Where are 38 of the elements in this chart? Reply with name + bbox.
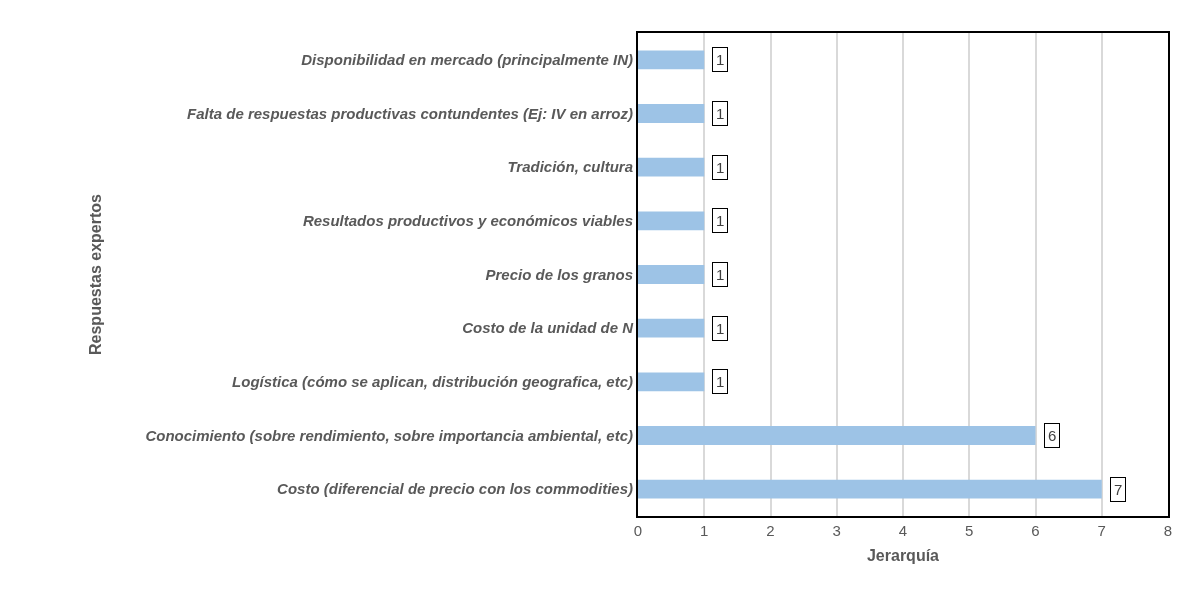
- x-tick-label: 3: [832, 522, 841, 539]
- y-tick-label: Falta de respuestas productivas contundentes (Ej: IV en arroz): [187, 104, 633, 122]
- y-tick-label: Precio de los granos: [485, 265, 633, 283]
- x-tick-label: 0: [633, 522, 643, 539]
- x-axis-title: Jerarquía: [866, 547, 940, 565]
- y-tick-label: Logística (cómo se aplican, distribución geografica, etc): [232, 373, 633, 391]
- bar: [638, 372, 705, 392]
- data-label: 1: [716, 159, 725, 176]
- y-tick-label: Tradición, cultura: [507, 158, 633, 176]
- x-tick-label: 2: [766, 522, 775, 539]
- data-label: 6: [1048, 427, 1057, 444]
- data-label: 1: [716, 105, 725, 122]
- y-axis-title: Respuestas expertos: [86, 193, 104, 355]
- y-tick-label: Costo (diferencial de precio con los commodities): [277, 480, 633, 498]
- bar: [638, 426, 1036, 445]
- bar: [638, 211, 705, 231]
- y-tick-label: Conocimiento (sobre rendimiento, sobre importancia ambiental, etc): [145, 426, 633, 444]
- data-label: 1: [716, 373, 725, 390]
- data-label: 1: [716, 266, 725, 283]
- x-tick-label: 5: [965, 522, 974, 539]
- x-tick-label: 6: [1031, 522, 1040, 539]
- bar: [638, 50, 705, 70]
- bar: [638, 104, 705, 123]
- x-tick-label: 8: [1163, 522, 1173, 539]
- x-tick-label: 4: [898, 522, 908, 539]
- data-label: 1: [716, 212, 725, 229]
- data-label: 7: [1114, 481, 1123, 498]
- bar: [638, 318, 705, 338]
- data-label: 1: [716, 320, 725, 337]
- x-tick-label: 7: [1097, 522, 1106, 539]
- bar: [638, 157, 705, 177]
- bar: [638, 265, 705, 284]
- y-tick-label: Costo de la unidad de N: [462, 319, 635, 337]
- bar: [638, 479, 1102, 499]
- data-label: 1: [716, 51, 725, 68]
- y-tick-label: Resultados productivos y económicos viables: [302, 212, 633, 230]
- x-tick-label: 1: [700, 522, 709, 539]
- y-tick-label: Disponibilidad en mercado (principalmente IN): [301, 51, 633, 69]
